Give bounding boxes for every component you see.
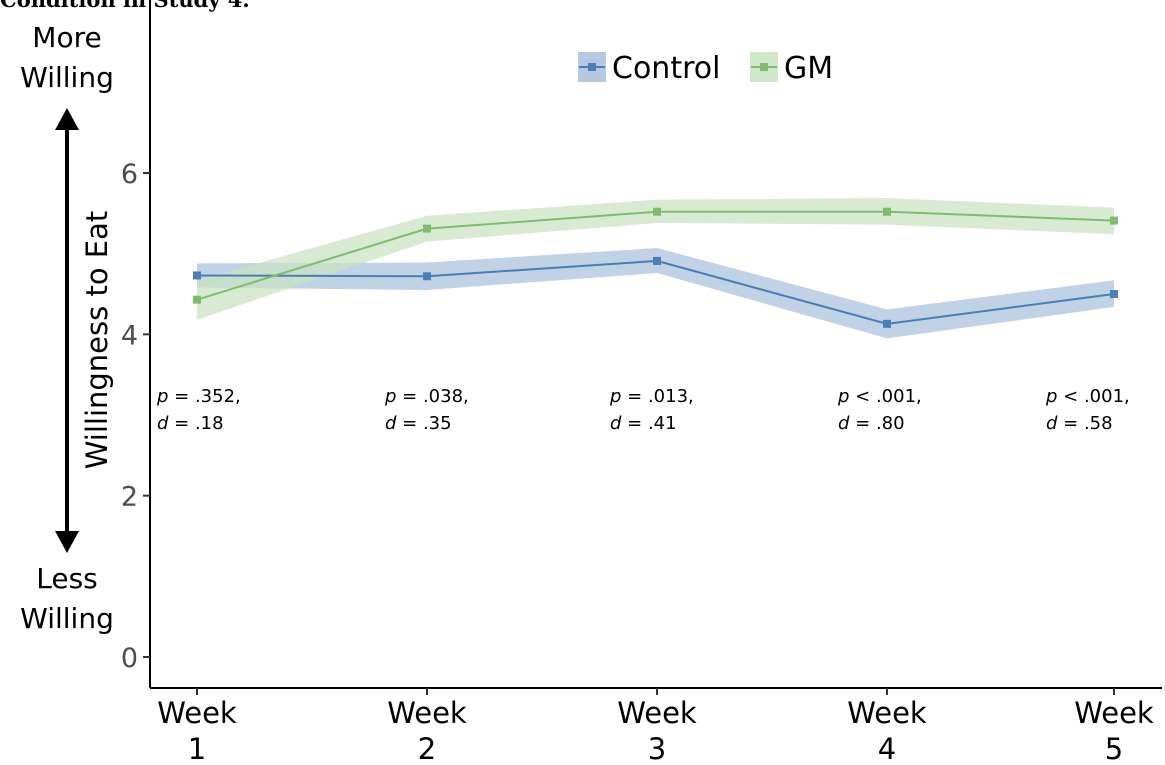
p-value-label: p = .013, — [609, 386, 694, 407]
y-tick-label: 2 — [121, 482, 138, 513]
p-value-label: p = .352, — [156, 386, 241, 407]
confidence-band-control — [197, 248, 1114, 339]
data-point-control — [1110, 290, 1118, 298]
data-point-gm — [883, 207, 891, 216]
axes: 0 2 4 6 Week 1 Week 2 Week 3 Week 4 Week 5 — [121, 0, 1162, 765]
y-tick-label: 4 — [121, 320, 138, 351]
data-point-gm — [653, 207, 661, 216]
data-point-control — [883, 319, 891, 328]
arrow-down-head — [55, 531, 79, 553]
arrow-up-head — [55, 108, 79, 130]
data-point-gm — [1110, 216, 1118, 225]
series-points — [193, 207, 1118, 328]
y-tick-label: 6 — [121, 159, 138, 190]
y-tick-label: 0 — [121, 643, 138, 674]
data-point-gm — [423, 224, 431, 233]
x-tick-label: Week 5 — [1074, 696, 1154, 765]
data-point-control — [423, 272, 431, 281]
data-point-gm — [193, 295, 201, 304]
y-axis-title: Willingness to Eat — [80, 211, 114, 470]
legend-marker-gm — [760, 63, 768, 71]
legend-marker-control — [588, 63, 596, 71]
x-tick-label: Week 2 — [387, 696, 467, 765]
significance-annotations: p = .352, d = .18 p = .038, d = .35 p = .013… — [156, 386, 1130, 434]
y-axis-label-group: Willingness to Eat More Willing Less Willing — [20, 21, 114, 635]
x-tick-label: Week 1 — [157, 696, 237, 765]
p-value-label: p = .038, — [384, 386, 469, 407]
p-value-label: p < .001, — [837, 386, 922, 407]
effect-size-label: d = .80 — [838, 413, 905, 434]
confidence-bands — [197, 198, 1114, 339]
x-tick-label: Week 4 — [847, 696, 927, 765]
legend: Control GM — [578, 51, 833, 86]
legend-label-gm: GM — [784, 51, 833, 86]
effect-size-label: d = .35 — [385, 413, 452, 434]
less-willing-label: Less Willing — [20, 562, 114, 635]
effect-size-label: d = .18 — [157, 413, 224, 434]
data-point-control — [193, 271, 201, 280]
effect-size-label: d = .58 — [1046, 413, 1113, 434]
effect-size-label: d = .41 — [610, 413, 677, 434]
legend-label-control: Control — [612, 51, 720, 86]
p-value-label: p < .001, — [1045, 386, 1130, 407]
more-willing-label: More Willing — [20, 21, 114, 94]
x-tick-label: Week 3 — [617, 696, 697, 765]
figure-caption: Condition in Study 4. — [0, 0, 250, 12]
data-point-control — [653, 256, 661, 265]
